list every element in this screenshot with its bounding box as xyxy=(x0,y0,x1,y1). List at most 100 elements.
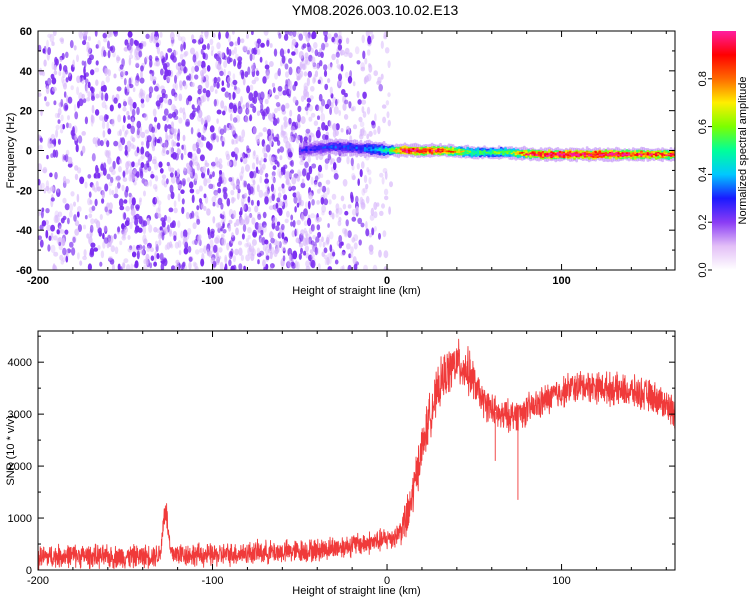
heatmap-signal-cell xyxy=(430,149,434,152)
heatmap-noise-cell xyxy=(337,79,343,86)
heatmap-noise-cell xyxy=(374,113,377,122)
heatmap-noise-cell xyxy=(313,74,317,83)
heatmap-noise-cell xyxy=(305,128,311,134)
heatmap-noise-cell xyxy=(181,59,186,67)
heatmap-signal-cell xyxy=(474,151,478,154)
heatmap-noise-cell xyxy=(324,258,328,266)
heatmap-noise-cell xyxy=(321,251,325,257)
heatmap-noise-cell xyxy=(121,184,125,192)
heatmap-noise-cell xyxy=(368,64,373,73)
heatmap-noise-cell xyxy=(346,243,351,250)
heatmap-noise-cell xyxy=(275,102,281,107)
heatmap-noise-cell xyxy=(284,218,289,224)
heatmap-noise-cell xyxy=(212,216,216,224)
heatmap-noise-cell xyxy=(143,259,147,265)
heatmap-noise-cell xyxy=(122,177,128,183)
heatmap-noise-cell xyxy=(177,68,182,76)
heatmap-signal-cell xyxy=(650,153,654,155)
heatmap-noise-cell xyxy=(86,233,90,239)
heatmap-noise-cell xyxy=(139,166,143,174)
heatmap-noise-cell xyxy=(134,40,139,46)
heatmap-noise-cell xyxy=(348,253,352,259)
heatmap-noise-cell xyxy=(269,61,274,67)
heatmap-noise-cell xyxy=(170,121,175,129)
heatmap-noise-cell xyxy=(259,168,263,176)
heatmap-noise-cell xyxy=(88,213,93,219)
heatmap-noise-cell xyxy=(182,107,186,115)
heatmap-noise-cell xyxy=(166,161,170,167)
heatmap-noise-cell xyxy=(159,252,164,261)
heatmap-noise-cell xyxy=(372,264,378,270)
heatmap-noise-cell xyxy=(305,33,310,43)
heatmap-noise-cell xyxy=(353,234,359,242)
heatmap-noise-cell xyxy=(54,112,59,119)
heatmap-noise-cell xyxy=(388,206,391,215)
heatmap-noise-cell xyxy=(173,105,177,112)
heatmap-noise-cell xyxy=(157,232,163,240)
heatmap-noise-cell xyxy=(296,219,301,226)
heatmap-noise-cell xyxy=(168,207,174,213)
heatmap-noise-cell xyxy=(264,60,268,66)
heatmap-noise-cell xyxy=(231,196,235,204)
heatmap-noise-cell xyxy=(301,178,305,184)
heatmap-signal-cell xyxy=(615,153,618,155)
heatmap-noise-cell xyxy=(270,156,276,162)
heatmap-noise-cell xyxy=(136,120,142,129)
heatmap-noise-cell xyxy=(90,87,94,94)
heatmap-noise-cell xyxy=(327,78,331,84)
heatmap-noise-cell xyxy=(180,230,184,239)
heatmap-noise-cell xyxy=(310,252,315,259)
heatmap-signal-cell xyxy=(481,150,484,153)
heatmap-noise-cell xyxy=(39,224,44,231)
heatmap-noise-cell xyxy=(279,48,285,58)
heatmap-noise-cell xyxy=(225,31,230,39)
heatmap-noise-cell xyxy=(272,217,278,224)
heatmap-noise-cell xyxy=(287,151,293,158)
heatmap-noise-cell xyxy=(224,254,228,263)
heatmap-noise-cell xyxy=(213,76,218,84)
heatmap-signal-cell xyxy=(453,150,457,153)
heatmap-signal-cell xyxy=(659,153,662,155)
heatmap-noise-cell xyxy=(139,42,144,50)
heatmap-noise-cell xyxy=(303,71,308,77)
heatmap-noise-cell xyxy=(335,98,338,107)
heatmap-noise-cell xyxy=(365,31,370,37)
heatmap-signal-cell xyxy=(420,149,423,152)
heatmap-noise-cell xyxy=(135,206,140,212)
heatmap-noise-cell xyxy=(256,200,260,207)
heatmap-noise-cell xyxy=(296,66,301,74)
heatmap-noise-cell xyxy=(76,211,80,218)
heatmap-noise-cell xyxy=(96,220,101,229)
heatmap-noise-cell xyxy=(117,226,121,233)
heatmap-noise-cell xyxy=(152,134,156,142)
heatmap-noise-cell xyxy=(145,33,150,39)
heatmap-noise-cell xyxy=(262,76,267,84)
heatmap-noise-cell xyxy=(135,62,140,67)
heatmap-noise-cell xyxy=(166,76,170,84)
heatmap-noise-cell xyxy=(320,197,325,205)
heatmap-noise-cell xyxy=(302,63,307,70)
heatmap-noise-cell xyxy=(131,108,136,117)
heatmap-noise-cell xyxy=(317,263,321,270)
heatmap-signal-cell xyxy=(455,151,459,153)
heatmap-noise-cell xyxy=(133,215,137,220)
heatmap-noise-cell xyxy=(67,96,73,104)
heatmap-signal-cell xyxy=(332,145,336,148)
heatmap-noise-cell xyxy=(285,102,290,109)
heatmap-noise-cell xyxy=(125,185,129,193)
heatmap-noise-cell xyxy=(139,156,144,161)
heatmap-noise-cell xyxy=(360,222,365,228)
heatmap-noise-cell xyxy=(217,197,223,206)
heatmap-noise-cell xyxy=(143,113,149,121)
heatmap-noise-cell xyxy=(229,159,234,168)
heatmap-noise-cell xyxy=(156,46,160,55)
heatmap-noise-cell xyxy=(141,178,146,184)
heatmap-signal-cell xyxy=(665,154,669,157)
heatmap-noise-cell xyxy=(82,255,87,261)
heatmap-noise-cell xyxy=(103,49,107,58)
heatmap-noise-cell xyxy=(124,144,128,152)
heatmap-noise-cell xyxy=(167,193,171,201)
heatmap-signal-cell xyxy=(671,153,675,156)
heatmap-noise-cell xyxy=(281,130,286,136)
